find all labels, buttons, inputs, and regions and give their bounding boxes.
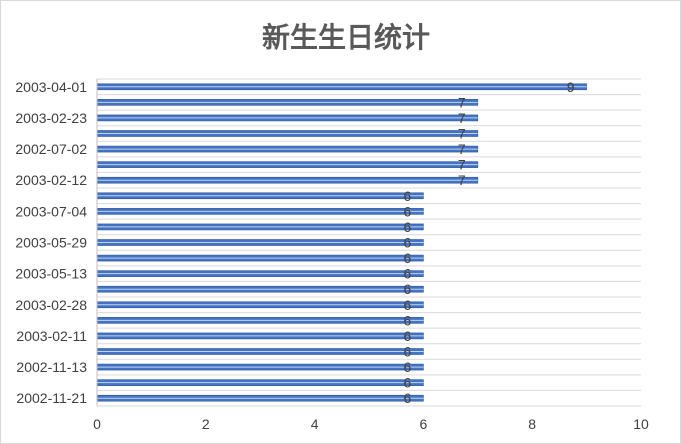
category-label: 2002-07-02 [15, 141, 87, 157]
data-label: 6 [404, 359, 412, 375]
value-tick-label: 8 [528, 416, 536, 432]
data-label: 6 [404, 312, 412, 328]
data-label: 6 [404, 266, 412, 282]
category-label: 2003-02-23 [15, 110, 87, 126]
data-label: 6 [404, 250, 412, 266]
category-label: 2003-04-01 [15, 79, 87, 95]
data-label: 6 [404, 235, 412, 251]
value-tick-label: 0 [93, 416, 101, 432]
category-label: 2003-02-12 [15, 172, 87, 188]
gridlines [97, 78, 641, 407]
category-label: 2003-05-13 [15, 266, 87, 282]
data-label: 7 [458, 94, 466, 110]
category-label: 2003-05-29 [15, 235, 87, 251]
data-label: 6 [404, 375, 412, 391]
data-label: 7 [458, 157, 466, 173]
data-label: 7 [458, 110, 466, 126]
chart-title: 新生生日统计 [262, 21, 430, 54]
data-label: 6 [404, 297, 412, 313]
value-axis-labels: 0 2 4 6 8 10 [93, 416, 649, 432]
value-tick-label: 6 [420, 416, 428, 432]
data-label: 7 [458, 126, 466, 142]
value-tick-label: 2 [202, 416, 210, 432]
data-label: 7 [458, 141, 466, 157]
data-label: 6 [404, 203, 412, 219]
data-label: 6 [404, 344, 412, 360]
value-tick-label: 10 [633, 416, 649, 432]
category-label: 2003-02-28 [15, 297, 87, 313]
data-label: 7 [458, 172, 466, 188]
data-label: 9 [567, 79, 575, 95]
bars [96, 83, 587, 402]
category-axis-labels: 2003-04-01 2003-02-23 2002-07-02 2003-02-12… [15, 79, 87, 406]
category-label: 2003-02-11 [16, 328, 87, 344]
data-label: 6 [404, 390, 412, 406]
category-label: 2002-11-13 [16, 359, 87, 375]
data-label: 6 [404, 328, 412, 344]
category-label: 2003-07-04 [15, 203, 87, 219]
category-label: 2002-11-21 [16, 390, 87, 406]
data-label: 6 [404, 188, 412, 204]
value-tick-label: 4 [311, 416, 319, 432]
data-label: 6 [404, 219, 412, 235]
data-label: 6 [404, 281, 412, 297]
